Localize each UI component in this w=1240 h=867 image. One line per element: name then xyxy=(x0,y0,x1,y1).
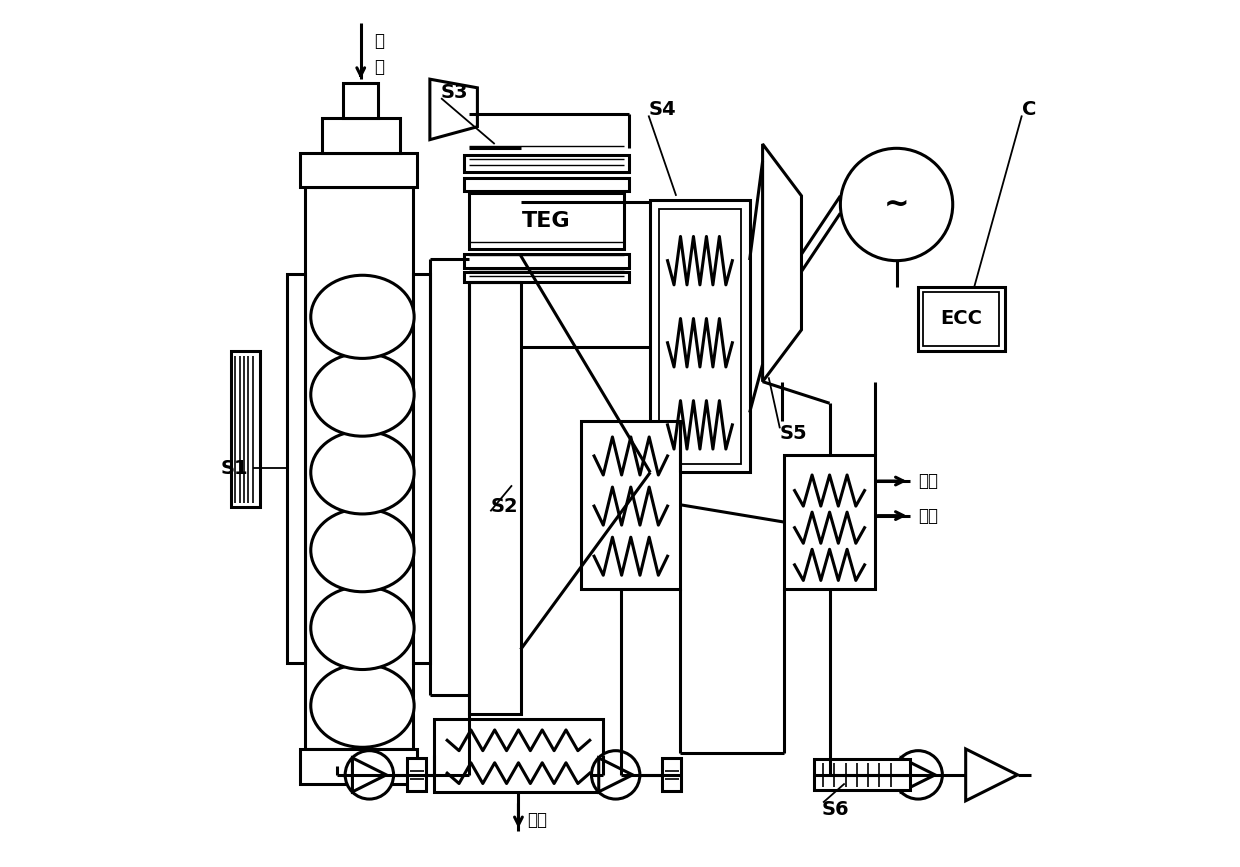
Text: 空: 空 xyxy=(373,31,383,49)
Bar xyxy=(918,287,1004,351)
Bar xyxy=(469,283,521,714)
Bar xyxy=(343,83,378,118)
Bar xyxy=(231,351,259,507)
Polygon shape xyxy=(430,79,477,140)
Bar xyxy=(300,153,417,187)
Ellipse shape xyxy=(311,275,414,358)
Text: C: C xyxy=(1022,100,1037,119)
Polygon shape xyxy=(352,758,387,792)
Bar xyxy=(288,274,305,662)
Circle shape xyxy=(841,148,952,261)
Bar xyxy=(408,759,427,792)
Bar xyxy=(784,455,875,589)
Bar xyxy=(465,254,629,268)
Bar xyxy=(465,155,629,173)
Ellipse shape xyxy=(311,353,414,436)
Bar xyxy=(465,178,629,191)
Text: ~: ~ xyxy=(884,190,909,219)
Bar xyxy=(658,209,742,464)
Text: S2: S2 xyxy=(490,498,518,517)
Bar xyxy=(469,192,624,249)
Bar xyxy=(662,759,681,792)
Ellipse shape xyxy=(311,509,414,592)
Polygon shape xyxy=(901,758,935,792)
Text: 废气: 废气 xyxy=(918,472,939,490)
Bar xyxy=(322,118,399,153)
Ellipse shape xyxy=(311,586,414,669)
Circle shape xyxy=(345,751,393,799)
Bar xyxy=(650,200,750,473)
Polygon shape xyxy=(599,758,632,792)
Bar xyxy=(582,420,681,589)
Bar xyxy=(413,274,430,662)
Text: S5: S5 xyxy=(780,424,807,443)
Bar xyxy=(815,759,909,791)
Bar xyxy=(305,187,413,749)
Polygon shape xyxy=(763,144,801,381)
Text: 海水: 海水 xyxy=(918,506,939,525)
Bar xyxy=(465,271,629,283)
Text: TEG: TEG xyxy=(522,211,570,231)
Bar xyxy=(300,749,417,784)
Text: S4: S4 xyxy=(649,100,676,119)
Polygon shape xyxy=(966,749,1018,801)
Circle shape xyxy=(591,751,640,799)
Text: ECC: ECC xyxy=(940,310,982,329)
Ellipse shape xyxy=(311,664,414,747)
Text: 气: 气 xyxy=(373,57,383,75)
Bar xyxy=(924,292,999,346)
Bar xyxy=(434,719,603,792)
Text: S6: S6 xyxy=(821,800,849,819)
Circle shape xyxy=(894,751,942,799)
Text: S3: S3 xyxy=(441,82,469,101)
Text: S1: S1 xyxy=(221,459,248,478)
Text: 海水: 海水 xyxy=(527,811,547,829)
Ellipse shape xyxy=(311,431,414,514)
